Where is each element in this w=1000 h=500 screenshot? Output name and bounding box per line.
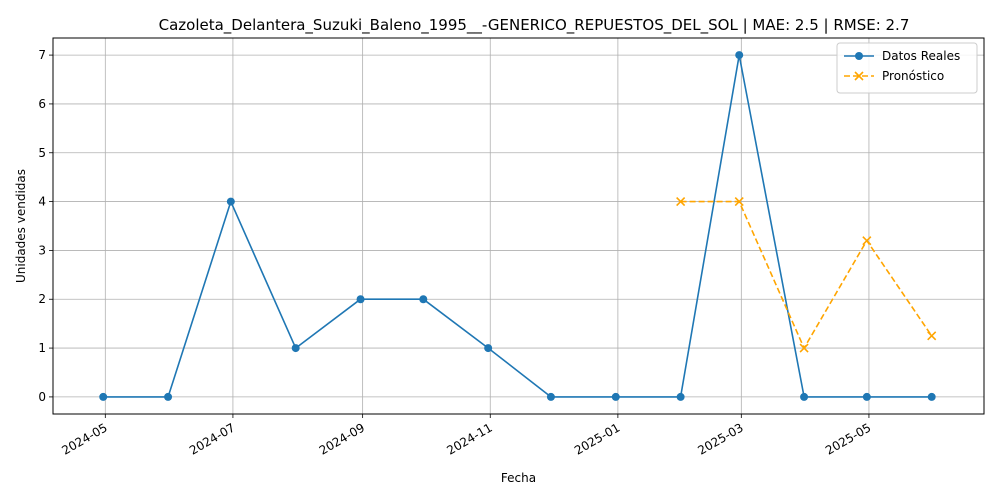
data-point-pronostico [734,197,744,207]
chart-title: Cazoleta_Delantera_Suzuki_Baleno_1995__-… [159,16,910,35]
data-point-datos-reales [356,295,365,304]
series-line-datos-reales [103,54,932,398]
y-tick-label: 7 [38,48,46,62]
x-tick-label: 2025-05 [823,420,873,457]
y-tick-label: 2 [38,292,46,306]
y-tick-label: 0 [38,390,46,404]
x-tick-label: 2024-09 [317,420,367,457]
data-point-pronostico [927,331,937,341]
data-point-pronostico [862,236,872,246]
data-point-datos-reales [164,392,173,401]
grid-lines [53,38,984,414]
data-point-datos-reales [927,392,936,401]
data-point-datos-reales [735,51,744,60]
series-line-pronostico [680,200,933,349]
data-point-pronostico [799,343,809,353]
x-axis-title: Fecha [501,471,536,485]
data-point-pronostico [676,197,686,207]
y-axis-title: Unidades vendidas [14,169,28,283]
legend-label-pronostico: Pronóstico [882,69,944,83]
x-tick-label: 2024-05 [59,420,109,457]
data-point-datos-reales [484,344,493,353]
x-tick-label: 2024-07 [187,420,237,457]
data-point-datos-reales [676,392,685,401]
x-tick-label: 2024-11 [444,420,494,457]
data-point-datos-reales [611,392,620,401]
y-tick-label: 5 [38,146,46,160]
data-point-datos-reales [419,295,428,304]
data-point-datos-reales [546,392,555,401]
plot-frame [52,37,985,415]
legend-marker-datos-reales [855,52,863,60]
x-axis: 2024-05 2024-07 2024-09 2024-11 2025-01 2025-… [59,414,873,458]
y-tick-label: 6 [38,97,46,111]
series-datos-reales [99,51,936,401]
data-point-datos-reales [99,392,108,401]
y-axis: 0 1 2 3 4 5 6 7 [38,48,53,404]
series-layer [99,51,937,401]
series-pronostico [676,197,937,353]
x-tick-label: 2025-01 [572,420,622,457]
data-point-datos-reales [226,197,235,206]
legend: Datos Reales Pronóstico [836,42,978,94]
data-point-datos-reales [291,344,300,353]
y-tick-label: 3 [38,243,46,257]
legend-marker-pronostico [854,71,864,81]
data-point-datos-reales [800,392,809,401]
data-point-datos-reales [862,392,871,401]
x-tick-label: 2025-03 [695,420,745,457]
y-tick-label: 1 [38,341,46,355]
y-tick-label: 4 [38,195,46,209]
legend-label-datos-reales: Datos Reales [882,49,960,63]
